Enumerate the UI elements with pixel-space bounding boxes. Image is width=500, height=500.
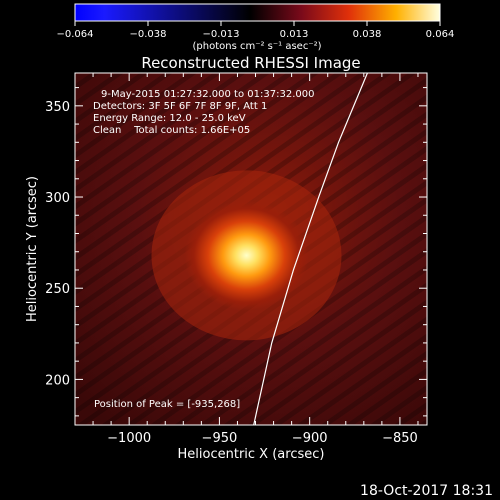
- y-tick-label: 200: [45, 373, 70, 388]
- plot-frame: [74, 72, 428, 426]
- plot-image: [75, 73, 427, 425]
- x-tick-label: −1000: [107, 431, 151, 446]
- colorbar-tick-label: 0.013: [280, 29, 309, 40]
- colorbar-units: (photons cm⁻² s⁻¹ asec⁻²): [192, 41, 321, 52]
- y-tick-label: 300: [45, 191, 70, 206]
- x-axis: −1000 −950 −900 −850: [92, 73, 419, 446]
- x-tick-label: −850: [382, 431, 418, 446]
- clean-counts-text: Clean Total counts: 1.66E+05: [93, 125, 250, 136]
- solar-limb-curve: [253, 73, 368, 425]
- x-axis-label: Heliocentric X (arcsec): [178, 447, 325, 462]
- hxr-source: [184, 200, 309, 311]
- x-tick-label: −900: [292, 431, 328, 446]
- colorbar-tick-label: 0.038: [353, 29, 382, 40]
- colorbar: [74, 3, 441, 22]
- y-tick-label: 250: [45, 282, 70, 297]
- y-tick-label: 350: [45, 100, 70, 115]
- y-axis-label: Heliocentric Y (arcsec): [25, 176, 40, 322]
- y-axis: 200 250 300 350: [45, 87, 427, 417]
- colorbar-ticks: −0.064 −0.038 −0.013 0.013 0.038 0.064: [56, 21, 454, 40]
- energy-range-text: Energy Range: 12.0 - 25.0 keV: [93, 113, 246, 124]
- time-range-text: 9-May-2015 01:27:32.000 to 01:37:32.000: [101, 89, 314, 100]
- colorbar-tick-label: 0.064: [426, 29, 455, 40]
- chart-title: Reconstructed RHESSI Image: [141, 54, 360, 72]
- x-tick-label: −950: [202, 431, 238, 446]
- footer-timestamp: 18-Oct-2017 18:31: [360, 483, 493, 499]
- colorbar-tick-label: −0.038: [129, 29, 166, 40]
- colorbar-tick-label: −0.013: [202, 29, 239, 40]
- peak-position-text: Position of Peak = [-935,268]: [94, 399, 240, 410]
- detectors-text: Detectors: 3F 5F 6F 7F 8F 9F, Att 1: [93, 101, 267, 112]
- colorbar-tick-label: −0.064: [56, 29, 93, 40]
